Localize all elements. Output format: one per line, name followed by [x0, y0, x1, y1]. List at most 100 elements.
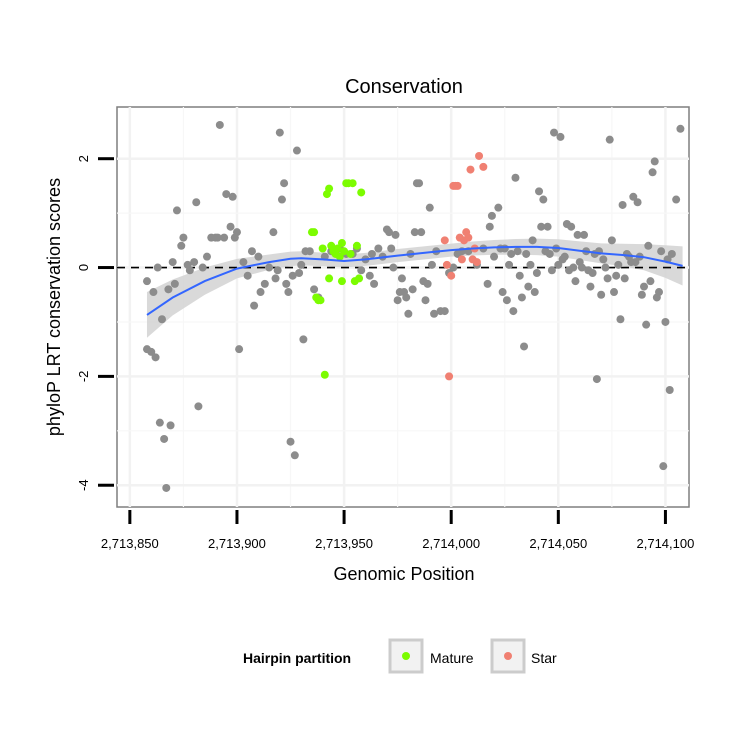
point-other [648, 168, 657, 177]
point-other [247, 247, 256, 256]
point-other [397, 274, 406, 283]
point-mature [310, 228, 319, 237]
x-tick-label: 2,713,900 [208, 536, 266, 551]
point-other [166, 421, 175, 430]
y-tick-label: -4 [76, 479, 91, 491]
point-other [256, 288, 265, 297]
point-star [464, 233, 473, 242]
y-axis: -4 -2 0 2 [76, 155, 114, 491]
point-mature [346, 249, 355, 258]
point-other [269, 228, 278, 237]
x-axis-title: Genomic Position [333, 564, 474, 584]
point-other [239, 258, 248, 267]
point-other [487, 211, 496, 220]
point-other [597, 290, 606, 299]
point-other [539, 195, 548, 204]
point-other [440, 307, 449, 316]
point-mature [325, 184, 334, 193]
point-other [605, 135, 614, 144]
point-other [417, 228, 426, 237]
point-other [277, 195, 286, 204]
point-other [357, 266, 366, 275]
point-other [588, 268, 597, 277]
point-other [305, 247, 314, 256]
point-mature [333, 244, 342, 253]
point-other [393, 296, 402, 305]
point-other [215, 120, 224, 129]
point-other [155, 418, 164, 427]
point-other [228, 192, 237, 201]
point-other [185, 266, 194, 275]
point-other [543, 222, 552, 231]
point-other [520, 342, 529, 351]
point-other [151, 353, 160, 362]
point-other [672, 195, 681, 204]
point-other [494, 203, 503, 212]
point-other [415, 179, 424, 188]
point-other [657, 247, 666, 256]
point-other [295, 268, 304, 277]
point-other [160, 434, 169, 443]
point-other [190, 258, 199, 267]
point-star [447, 271, 456, 280]
legend-star-marker [504, 652, 512, 660]
point-other [614, 260, 623, 269]
point-other [665, 385, 674, 394]
point-other [646, 277, 655, 286]
point-other [235, 345, 244, 354]
point-other [642, 320, 651, 329]
point-other [220, 233, 229, 242]
point-other [569, 263, 578, 272]
point-other [149, 288, 158, 297]
point-star [475, 151, 484, 160]
point-other [522, 249, 531, 258]
point-other [423, 279, 432, 288]
point-other [537, 222, 546, 231]
point-other [162, 483, 171, 492]
point-other [618, 200, 627, 209]
x-axis: 2,713,850 2,713,900 2,713,950 2,714,000 2,71… [101, 510, 694, 551]
point-other [290, 451, 299, 460]
point-other [153, 263, 162, 272]
point-other [404, 309, 413, 318]
point-other [387, 244, 396, 253]
point-other [202, 252, 211, 261]
point-other [299, 335, 308, 344]
point-star [445, 372, 454, 381]
point-star [479, 162, 488, 171]
point-other [550, 128, 559, 137]
point-mature [320, 370, 329, 379]
point-other [610, 288, 619, 297]
point-other [273, 266, 282, 275]
point-other [170, 279, 179, 288]
point-other [288, 271, 297, 280]
point-other [490, 252, 499, 261]
x-tick-label: 2,714,050 [529, 536, 587, 551]
point-other [567, 222, 576, 231]
point-mature [318, 244, 327, 253]
point-other [271, 274, 280, 283]
point-other [515, 271, 524, 280]
x-tick-label: 2,713,950 [315, 536, 373, 551]
point-other [374, 244, 383, 253]
point-other [620, 274, 629, 283]
point-other [592, 375, 601, 384]
point-star [453, 181, 462, 190]
y-axis-title: phyloP LRT conservation scores [44, 178, 64, 436]
point-star [442, 260, 451, 269]
point-other [580, 230, 589, 239]
point-other [297, 260, 306, 269]
point-mature [337, 239, 346, 248]
point-other [554, 260, 563, 269]
point-other [650, 157, 659, 166]
point-other [556, 132, 565, 141]
point-other [402, 293, 411, 302]
point-other [142, 277, 151, 286]
point-other [410, 228, 419, 237]
point-other [667, 249, 676, 258]
point-other [194, 402, 203, 411]
point-other [603, 274, 612, 283]
point-other [509, 307, 518, 316]
point-other [507, 249, 516, 258]
